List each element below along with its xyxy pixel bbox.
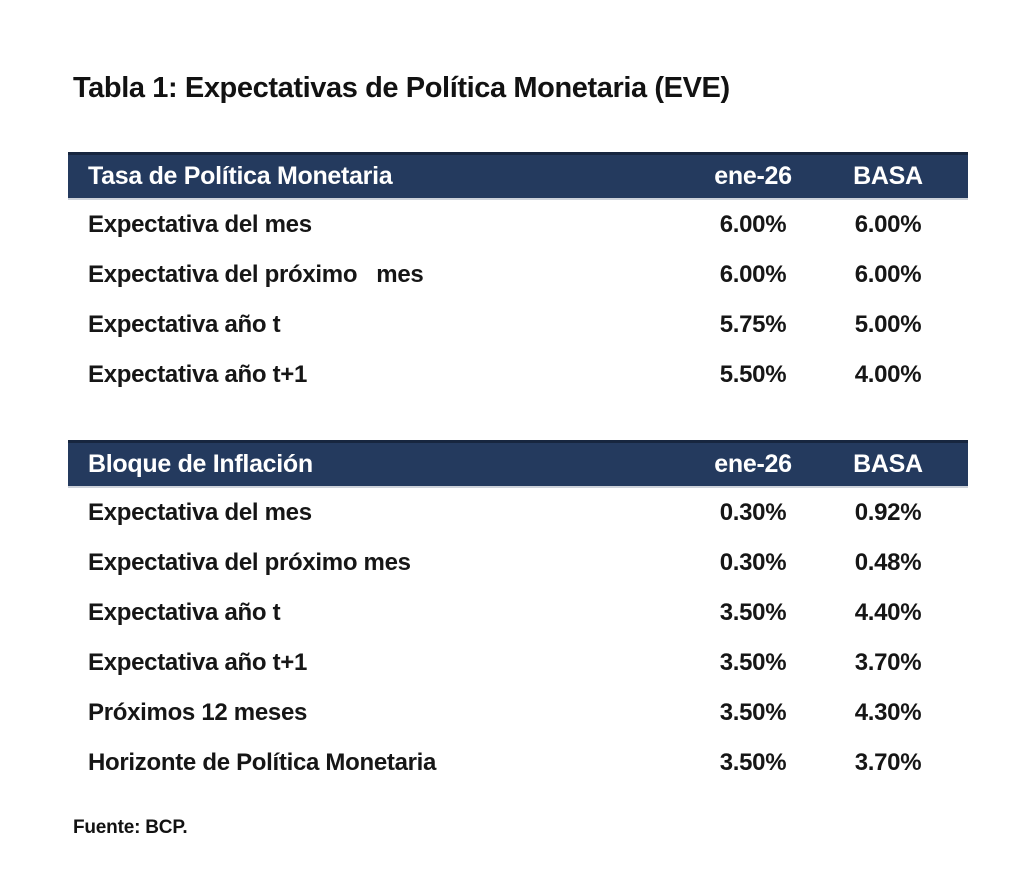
row-label: Expectativa del próximo mes bbox=[88, 261, 424, 288]
row-label: Expectativa año t+1 bbox=[88, 649, 308, 676]
row-label: Expectativa año t+1 bbox=[88, 361, 308, 388]
page-title: Tabla 1: Expectativas de Política Moneta… bbox=[73, 72, 730, 104]
row-value-ene-26: 6.00% bbox=[719, 261, 787, 288]
row-value-basa: 0.48% bbox=[854, 549, 922, 576]
row-label: Expectativa del mes bbox=[88, 211, 312, 238]
row-value-ene-26: 3.50% bbox=[719, 699, 787, 726]
row-value-basa: 4.40% bbox=[854, 599, 922, 626]
row-value-ene-26: 3.50% bbox=[719, 599, 787, 626]
row-value-ene-26: 3.50% bbox=[719, 749, 787, 776]
policy-rate-table: Tasa de Política Monetaria ene-26 BASA E… bbox=[68, 152, 968, 400]
table-row: Expectativa año t+1 5.50% 4.00% bbox=[68, 350, 968, 400]
table-row: Expectativa del próximo mes 0.30% 0.48% bbox=[68, 538, 968, 588]
row-value-basa: 6.00% bbox=[854, 211, 922, 238]
row-label: Expectativa del próximo mes bbox=[88, 549, 411, 576]
section-header-label: Bloque de Inflación bbox=[88, 450, 313, 478]
inflation-block-table-header-row: Bloque de Inflación ene-26 BASA bbox=[68, 440, 968, 488]
row-value-basa: 3.70% bbox=[854, 749, 922, 776]
row-label: Próximos 12 meses bbox=[88, 699, 308, 726]
source-note: Fuente: BCP. bbox=[73, 817, 188, 838]
section-header-label: Tasa de Política Monetaria bbox=[88, 162, 393, 190]
row-value-basa: 4.00% bbox=[854, 361, 922, 388]
table-row: Expectativa del mes 0.30% 0.92% bbox=[68, 488, 968, 538]
row-label: Expectativa año t bbox=[88, 311, 281, 338]
table-row: Expectativa año t+1 3.50% 3.70% bbox=[68, 638, 968, 688]
inflation-block-table: Bloque de Inflación ene-26 BASA Expectat… bbox=[68, 440, 968, 788]
row-value-ene-26: 6.00% bbox=[719, 211, 787, 238]
column-header-basa: BASA bbox=[853, 162, 923, 190]
row-label: Expectativa del mes bbox=[88, 499, 312, 526]
column-header-ene-26: ene-26 bbox=[714, 162, 792, 190]
column-header-ene-26: ene-26 bbox=[714, 450, 792, 478]
row-value-basa: 6.00% bbox=[854, 261, 922, 288]
row-value-ene-26: 0.30% bbox=[719, 499, 787, 526]
row-value-ene-26: 5.50% bbox=[719, 361, 787, 388]
row-value-ene-26: 5.75% bbox=[719, 311, 787, 338]
policy-rate-table-header-row: Tasa de Política Monetaria ene-26 BASA bbox=[68, 152, 968, 200]
row-value-basa: 4.30% bbox=[854, 699, 922, 726]
column-header-basa: BASA bbox=[853, 450, 923, 478]
table-row: Expectativa del mes 6.00% 6.00% bbox=[68, 200, 968, 250]
row-value-basa: 5.00% bbox=[854, 311, 922, 338]
row-value-basa: 3.70% bbox=[854, 649, 922, 676]
table-row: Expectativa año t 5.75% 5.00% bbox=[68, 300, 968, 350]
row-value-ene-26: 3.50% bbox=[719, 649, 787, 676]
table-row: Próximos 12 meses 3.50% 4.30% bbox=[68, 688, 968, 738]
row-value-ene-26: 0.30% bbox=[719, 549, 787, 576]
table-row: Expectativa año t 3.50% 4.40% bbox=[68, 588, 968, 638]
table-row: Expectativa del próximo mes 6.00% 6.00% bbox=[68, 250, 968, 300]
table-row: Horizonte de Política Monetaria 3.50% 3.… bbox=[68, 738, 968, 788]
row-value-basa: 0.92% bbox=[854, 499, 922, 526]
row-label: Expectativa año t bbox=[88, 599, 281, 626]
row-label: Horizonte de Política Monetaria bbox=[88, 749, 437, 776]
